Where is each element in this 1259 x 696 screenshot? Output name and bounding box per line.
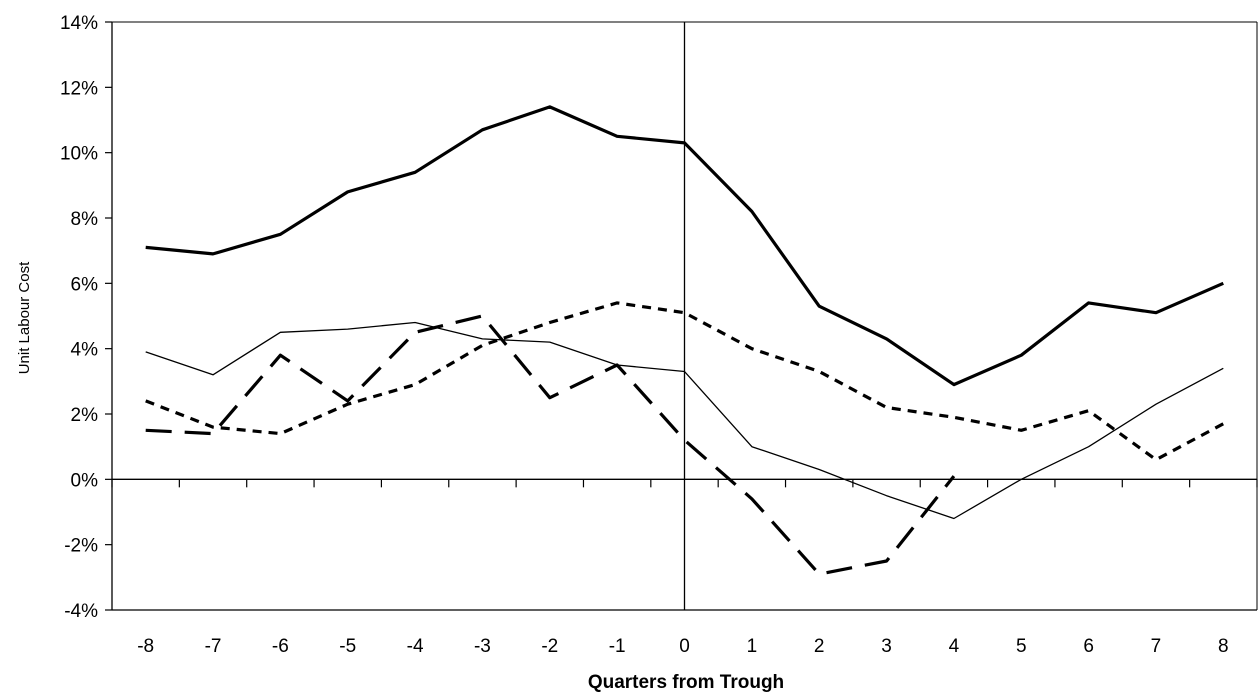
y-tick-label: 0% (71, 470, 99, 491)
x-tick-label: -4 (407, 636, 424, 657)
y-axis-title: Unit Labour Cost (16, 261, 33, 374)
y-tick-labels: -4% -2% 0% 2% 4% 6% 8% 10% 12% 14% (60, 13, 98, 622)
series-line-long-dash (145, 314, 956, 576)
y-tick-label: 4% (71, 340, 99, 361)
x-tick-label: -3 (474, 636, 491, 657)
x-tick-label: -1 (609, 636, 626, 657)
y-tick-label: 2% (71, 405, 99, 426)
y-tick-label: 14% (60, 13, 98, 34)
x-axis-title: Quarters from Trough (588, 672, 784, 693)
x-tick-label: 2 (814, 636, 825, 657)
x-tick-label: 1 (747, 636, 758, 657)
y-tick-label: 6% (71, 274, 99, 295)
series-line-thin-solid (145, 321, 1224, 520)
x-tick-label: -8 (137, 636, 154, 657)
axes-group (105, 21, 1258, 611)
series-line-thick-solid (145, 105, 1224, 387)
x-tick-label: 3 (881, 636, 892, 657)
y-tick-label: -4% (64, 601, 98, 622)
x-tick-label: -5 (339, 636, 356, 657)
y-tick-label: 12% (60, 78, 98, 99)
series-group (145, 105, 1225, 576)
x-tick-label: 6 (1083, 636, 1094, 657)
x-tick-label: 0 (679, 636, 690, 657)
y-tick-label: 8% (71, 209, 99, 230)
x-tick-label: 4 (949, 636, 960, 657)
x-tick-label: -2 (541, 636, 558, 657)
y-tick-label: -2% (64, 536, 98, 557)
y-tick-label: 10% (60, 144, 98, 165)
x-tick-label: 8 (1218, 636, 1229, 657)
x-tick-label: -6 (272, 636, 289, 657)
x-tick-label: 5 (1016, 636, 1027, 657)
x-tick-label: 7 (1151, 636, 1162, 657)
x-tick-labels: -8 -7 -6 -5 -4 -3 -2 -1 0 1 2 3 4 5 6 7 8 (137, 636, 1228, 657)
x-tick-label: -7 (205, 636, 222, 657)
